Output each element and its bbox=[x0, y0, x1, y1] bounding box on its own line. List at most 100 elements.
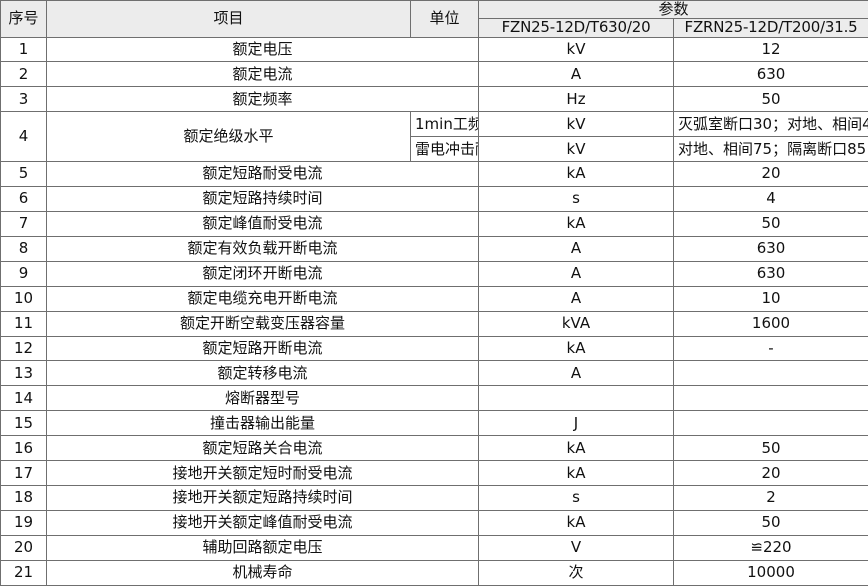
row-unit: kV bbox=[478, 111, 674, 138]
row-unit: s bbox=[478, 186, 674, 212]
row-value-model-1 bbox=[672, 410, 868, 437]
row-value-model-1: 630 bbox=[672, 260, 868, 287]
row-unit: kA bbox=[478, 460, 674, 487]
row-value-model-1: 50 bbox=[672, 435, 868, 462]
row-number: 12 bbox=[0, 335, 47, 362]
header-row-top: 序号 项目 单位 参数 bbox=[0, 0, 868, 38]
header-model-2: FZRN25-12D/T200/31.5 bbox=[672, 18, 868, 38]
row-unit: s bbox=[478, 485, 674, 512]
table-row: 7 额定峰值耐受电流 kA 50 bbox=[0, 210, 868, 237]
row-number: 18 bbox=[0, 485, 47, 512]
row-value-model-1: 4 bbox=[672, 186, 868, 212]
row-value-model-1 bbox=[672, 360, 868, 387]
row-number: 15 bbox=[0, 410, 47, 437]
header-no: 序号 bbox=[0, 0, 47, 38]
row-unit: kA bbox=[478, 510, 674, 536]
row-unit: A bbox=[478, 260, 674, 287]
header-model-1: FZN25-12D/T630/20 bbox=[478, 18, 674, 38]
table-row: 16额定短路关合电流kA5080(预期值 ) bbox=[0, 435, 868, 462]
row-value-model-1: 630 bbox=[672, 61, 868, 88]
row-item-label: 额定频率 bbox=[46, 86, 479, 113]
row-group-label: 额定绝级水平 bbox=[46, 111, 411, 163]
row-unit: kV bbox=[478, 136, 674, 163]
row-item-label: 额定有效负载开断电流 bbox=[46, 235, 479, 262]
row-number: 19 bbox=[0, 510, 47, 536]
row-number: 9 bbox=[0, 260, 47, 287]
table-row: 14熔断器型号SDLAJ-12 SFLAJ-12 bbox=[0, 385, 868, 412]
row-value-both: 1600 bbox=[672, 310, 868, 337]
row-item-label: 辅助回路额定电压 bbox=[46, 534, 479, 561]
row-value-both: 10000 bbox=[672, 559, 868, 586]
row-number: 13 bbox=[0, 360, 47, 387]
row-number: 16 bbox=[0, 435, 47, 462]
header-item: 项目 bbox=[46, 0, 411, 38]
row-number: 17 bbox=[0, 460, 47, 487]
row-unit: 次 bbox=[478, 559, 674, 586]
row-item-label: 额定短路耐受电流 bbox=[46, 161, 479, 188]
row-number: 8 bbox=[0, 235, 47, 262]
table-row: 11 额定开断空载变压器容量 kVA 1600 bbox=[0, 310, 868, 337]
row-value-both: 灭弧室断口30；对地、相间42；隔离断口48 bbox=[672, 111, 868, 138]
table-row: 4额定绝级水平1min工频耐受电压kV灭弧室断口30；对地、相间42；隔离断口4… bbox=[0, 111, 868, 163]
row-number: 2 bbox=[0, 61, 47, 88]
header-row-models: FZN25-12D/T630/20 FZRN25-12D/T200/31.5 bbox=[1, 18, 868, 38]
row-value-both: 12 bbox=[672, 36, 868, 63]
row-item-label: 熔断器型号 bbox=[46, 385, 479, 412]
row-value-model-1: - bbox=[672, 335, 868, 362]
row-item-label: 额定峰值耐受电流 bbox=[46, 210, 479, 237]
row-value-both: 20 bbox=[672, 460, 868, 487]
row-unit: kA bbox=[478, 161, 674, 188]
table-row: 17 接地开关额定短时耐受电流 kA 20 bbox=[0, 460, 868, 487]
table-body: 1额定电压kV122额定电流A6302003额定频率Hz504额定绝级水平1mi… bbox=[0, 36, 868, 586]
table-row: 21 机械寿命次 10000 bbox=[0, 559, 868, 586]
row-unit: A bbox=[478, 360, 674, 387]
row-item-label: 额定电缆充电开断电流 bbox=[46, 285, 479, 312]
row-number: 7 bbox=[0, 210, 47, 237]
row-value-model-1 bbox=[672, 385, 868, 412]
row-item-label: 额定开断空载变压器容量 bbox=[46, 310, 479, 337]
table-row: 18 接地开关额定短路持续时间 s 2 bbox=[0, 485, 868, 512]
table-row: 9 额定闭环开断电流 A 630 bbox=[0, 260, 868, 287]
row-unit: A bbox=[478, 235, 674, 262]
row-number: 5 bbox=[0, 161, 47, 188]
table-row: 6 额定短路持续时间 s 4 bbox=[0, 186, 868, 212]
row-item-label: 额定短路关合电流 bbox=[46, 435, 479, 462]
row-unit: kV bbox=[478, 36, 674, 63]
row-value-both: 50 bbox=[672, 510, 868, 536]
row-item-label: 额定短路开断电流 bbox=[46, 335, 479, 362]
row-value-both: 对地、相间75；隔离断口85 bbox=[672, 136, 868, 163]
row-unit: kVA bbox=[478, 310, 674, 337]
row-number: 11 bbox=[0, 310, 47, 337]
row-item-label: 额定闭环开断电流 bbox=[46, 260, 479, 287]
row-number: 4 bbox=[0, 111, 47, 163]
row-value-model-1: 630 bbox=[672, 235, 868, 262]
table-row: 8 额定有效负载开断电流 A 630 bbox=[0, 235, 868, 262]
row-item-label: 额定短路持续时间 bbox=[46, 186, 479, 212]
header-params: 参数 bbox=[477, 0, 868, 20]
row-item-label: 额定电压 bbox=[46, 36, 479, 63]
row-value-model-1: 50 bbox=[672, 210, 868, 237]
row-item-label: 接地开关额定短时耐受电流 bbox=[46, 460, 479, 487]
table-row: 2额定电流A630200 bbox=[0, 61, 868, 88]
row-unit bbox=[478, 385, 674, 412]
row-unit: J bbox=[478, 410, 674, 437]
table-row: 5 额定短路耐受电流 kA 20 bbox=[0, 161, 868, 188]
row-unit: kA bbox=[478, 335, 674, 362]
row-value-model-1: 10 bbox=[672, 285, 868, 312]
row-item-label: 额定转移电流 bbox=[46, 360, 479, 387]
header-unit: 单位 bbox=[410, 0, 479, 38]
row-number: 1 bbox=[0, 36, 47, 63]
row-value-both: 2 bbox=[672, 485, 868, 512]
row-item-label: 雷电冲击耐受电压(峰值) bbox=[410, 136, 479, 163]
row-item-label: 接地开关额定短路持续时间 bbox=[46, 485, 479, 512]
table-row: 19 接地开关额定峰值耐受电流 kA 50 bbox=[0, 510, 868, 536]
row-number: 3 bbox=[0, 86, 47, 113]
table-row: 10 额定电缆充电开断电流 A 10 bbox=[0, 285, 868, 312]
row-item-label: 接地开关额定峰值耐受电流 bbox=[46, 510, 479, 536]
row-unit: kA bbox=[478, 435, 674, 462]
table-row: 13额定转移电流A200 bbox=[0, 360, 868, 387]
